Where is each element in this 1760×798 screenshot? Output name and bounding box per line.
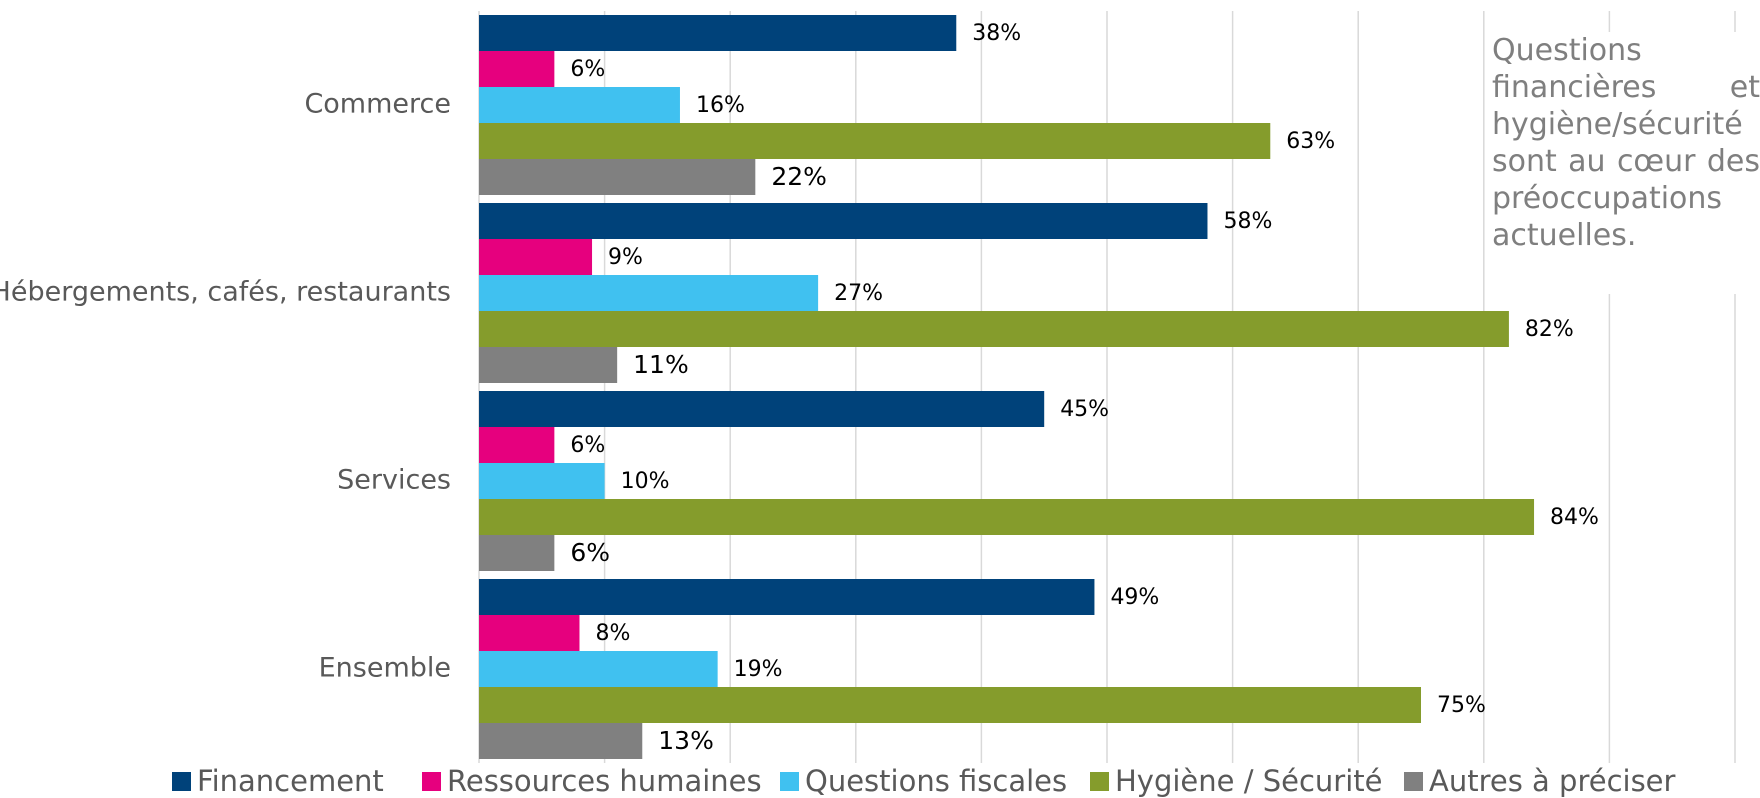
value-label: 58% bbox=[1223, 209, 1272, 234]
legend-swatch bbox=[1090, 772, 1109, 791]
bar bbox=[479, 427, 555, 463]
value-label: 49% bbox=[1110, 585, 1159, 610]
bar bbox=[479, 275, 819, 311]
value-label: 8% bbox=[595, 621, 630, 646]
bar bbox=[479, 499, 1535, 535]
value-label: 6% bbox=[570, 538, 610, 567]
bar bbox=[479, 579, 1095, 615]
legend-swatch bbox=[172, 772, 191, 791]
bar bbox=[479, 651, 718, 687]
annotation: Questions financières et hygiène/sécurit… bbox=[1492, 32, 1760, 294]
legend-swatch bbox=[1404, 772, 1423, 791]
value-label: 45% bbox=[1060, 397, 1109, 422]
legend-swatch bbox=[780, 772, 799, 791]
value-label: 38% bbox=[972, 21, 1021, 46]
bar bbox=[479, 87, 680, 123]
value-label: 63% bbox=[1286, 129, 1335, 154]
legend-label: Ressources humaines bbox=[447, 764, 762, 798]
bar bbox=[479, 239, 593, 275]
bar bbox=[479, 723, 643, 759]
value-label: 27% bbox=[834, 281, 883, 306]
bar bbox=[479, 391, 1045, 427]
value-label: 19% bbox=[734, 657, 783, 682]
bar bbox=[479, 535, 555, 571]
legend-label: Hygiène / Sécurité bbox=[1115, 764, 1382, 798]
y-tick-label: Ensemble bbox=[319, 653, 451, 684]
value-label: 10% bbox=[621, 469, 670, 494]
value-label: 6% bbox=[570, 433, 605, 458]
value-label: 9% bbox=[608, 245, 643, 270]
value-label: 13% bbox=[658, 726, 714, 755]
legend-label: Financement bbox=[197, 764, 384, 798]
value-label: 16% bbox=[696, 93, 745, 118]
value-label: 6% bbox=[570, 57, 605, 82]
bar bbox=[479, 687, 1421, 723]
bar bbox=[479, 15, 957, 51]
bar bbox=[479, 159, 756, 195]
bar bbox=[479, 311, 1509, 347]
legend-swatch bbox=[422, 772, 441, 791]
y-tick-label: Commerce bbox=[304, 89, 451, 120]
legend-label: Questions fiscales bbox=[805, 764, 1067, 798]
bar bbox=[479, 51, 555, 87]
bar bbox=[479, 203, 1208, 239]
value-label: 84% bbox=[1550, 505, 1599, 530]
value-label: 75% bbox=[1437, 693, 1486, 718]
bar bbox=[479, 463, 605, 499]
legend-label: Autres à préciser bbox=[1429, 764, 1676, 798]
value-label: 11% bbox=[633, 350, 689, 379]
y-tick-label: Hébergements, cafés, restaurants bbox=[0, 277, 451, 308]
bar bbox=[479, 347, 618, 383]
value-label: 82% bbox=[1525, 317, 1574, 342]
y-tick-label: Services bbox=[337, 465, 451, 496]
bar bbox=[479, 123, 1271, 159]
bar bbox=[479, 615, 580, 651]
value-label: 22% bbox=[771, 162, 827, 191]
